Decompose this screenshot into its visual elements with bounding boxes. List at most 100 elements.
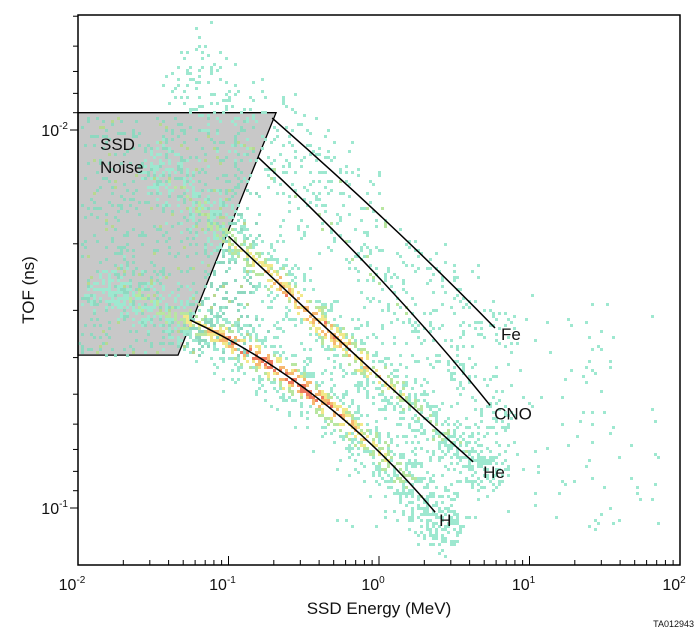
density-cell xyxy=(162,84,165,87)
density-cell xyxy=(426,507,429,510)
density-cell xyxy=(654,453,657,456)
density-cell xyxy=(411,264,414,267)
density-cell xyxy=(201,261,204,264)
density-cell xyxy=(297,228,300,231)
density-cell xyxy=(81,333,84,336)
density-cell xyxy=(162,273,165,276)
density-cell xyxy=(198,195,201,198)
density-cell xyxy=(264,390,267,393)
density-cell xyxy=(417,543,420,546)
density-cell xyxy=(243,120,246,123)
density-cell xyxy=(417,408,420,411)
density-cell xyxy=(417,534,420,537)
density-cell xyxy=(195,333,198,336)
density-cell xyxy=(462,525,465,528)
density-cell xyxy=(186,321,189,324)
density-cell xyxy=(129,279,132,282)
density-cell xyxy=(147,192,150,195)
density-cell xyxy=(441,441,444,444)
density-cell xyxy=(540,396,543,399)
density-cell xyxy=(258,339,261,342)
density-cell xyxy=(354,327,357,330)
density-cell xyxy=(132,309,135,312)
density-cell xyxy=(357,408,360,411)
density-cell xyxy=(423,378,426,381)
density-cell xyxy=(195,210,198,213)
density-cell xyxy=(231,324,234,327)
density-cell xyxy=(159,309,162,312)
density-cell xyxy=(417,516,420,519)
density-cell xyxy=(177,84,180,87)
density-cell xyxy=(546,447,549,450)
density-cell xyxy=(156,228,159,231)
density-cell xyxy=(384,276,387,279)
density-cell xyxy=(366,384,369,387)
density-cell xyxy=(111,270,114,273)
density-cell xyxy=(369,495,372,498)
density-cell xyxy=(303,276,306,279)
figure-id: TA012943 xyxy=(653,619,694,629)
density-cell xyxy=(306,318,309,321)
density-cell xyxy=(303,384,306,387)
density-cell xyxy=(375,480,378,483)
density-cell xyxy=(480,462,483,465)
density-cell xyxy=(372,456,375,459)
density-cell xyxy=(138,285,141,288)
density-cell xyxy=(531,294,534,297)
density-cell xyxy=(228,231,231,234)
density-cell xyxy=(261,261,264,264)
density-cell xyxy=(327,246,330,249)
density-cell xyxy=(357,381,360,384)
density-cell xyxy=(144,324,147,327)
density-cell xyxy=(342,192,345,195)
density-cell xyxy=(330,402,333,405)
density-cell xyxy=(195,339,198,342)
density-cell xyxy=(201,303,204,306)
density-cell xyxy=(414,531,417,534)
density-cell xyxy=(318,333,321,336)
density-cell xyxy=(327,357,330,360)
density-cell xyxy=(156,117,159,120)
density-cell xyxy=(120,132,123,135)
density-cell xyxy=(204,201,207,204)
density-cell xyxy=(270,291,273,294)
density-cell xyxy=(477,498,480,501)
density-cell xyxy=(183,321,186,324)
density-cell xyxy=(111,186,114,189)
density-cell xyxy=(285,312,288,315)
density-cell xyxy=(591,348,594,351)
density-cell xyxy=(510,417,513,420)
density-cell xyxy=(366,336,369,339)
density-cell xyxy=(312,192,315,195)
density-cell xyxy=(411,429,414,432)
density-cell xyxy=(405,462,408,465)
density-cell xyxy=(321,309,324,312)
density-cell xyxy=(441,519,444,522)
density-cell xyxy=(333,156,336,159)
density-cell xyxy=(138,201,141,204)
density-cell xyxy=(417,477,420,480)
density-cell xyxy=(252,114,255,117)
density-cell xyxy=(432,495,435,498)
density-cell xyxy=(144,306,147,309)
density-cell xyxy=(432,435,435,438)
density-cell xyxy=(195,225,198,228)
density-cell xyxy=(153,324,156,327)
density-cell xyxy=(378,360,381,363)
density-cell xyxy=(282,399,285,402)
density-cell xyxy=(138,273,141,276)
density-cell xyxy=(243,228,246,231)
density-cell xyxy=(315,411,318,414)
density-cell xyxy=(237,141,240,144)
density-cell xyxy=(306,300,309,303)
density-cell xyxy=(306,225,309,228)
density-cell xyxy=(387,474,390,477)
density-cell xyxy=(117,318,120,321)
density-cell xyxy=(156,273,159,276)
density-cell xyxy=(231,234,234,237)
density-cell xyxy=(285,357,288,360)
density-cell xyxy=(411,387,414,390)
density-cell xyxy=(393,408,396,411)
density-cell xyxy=(393,405,396,408)
density-cell xyxy=(177,342,180,345)
